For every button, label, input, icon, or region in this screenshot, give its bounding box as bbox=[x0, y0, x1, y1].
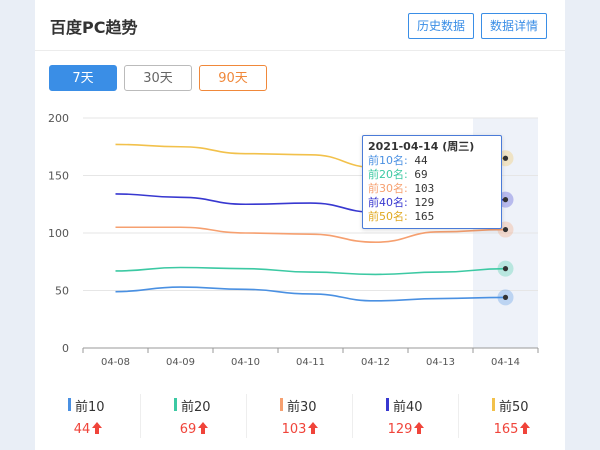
tooltip-value: 129 bbox=[414, 196, 435, 209]
series-line-2 bbox=[115, 266, 506, 276]
legend-value-number: 103 bbox=[281, 422, 307, 437]
highlight-point bbox=[502, 294, 509, 300]
arrow-up-icon bbox=[90, 422, 103, 437]
tooltip-date: 2021-04-14 (周三) bbox=[368, 140, 475, 153]
x-tick-label: 04-11 bbox=[296, 357, 325, 368]
x-tick-label: 04-13 bbox=[426, 357, 455, 368]
legend-color-bar bbox=[386, 398, 389, 411]
tooltip-row-top40: 前40名: 129 bbox=[368, 196, 496, 210]
y-tick-label: 100 bbox=[48, 227, 69, 240]
legend-item-top20[interactable]: 前20 69 bbox=[141, 388, 247, 448]
tooltip-row-top20: 前20名: 69 bbox=[368, 168, 496, 182]
arrow-up-icon bbox=[306, 422, 319, 437]
card-header: 百度PC趋势 历史数据 数据详情 bbox=[35, 0, 565, 51]
tooltip-label: 前20名: bbox=[368, 168, 408, 181]
legend-divider bbox=[140, 394, 141, 438]
highlight-point bbox=[502, 266, 509, 272]
legend-divider bbox=[458, 394, 459, 438]
y-tick-label: 0 bbox=[62, 342, 69, 355]
range-30-days-button[interactable]: 30天 bbox=[124, 65, 192, 91]
x-tick-label: 04-14 bbox=[491, 357, 520, 368]
legend-name: 前50 bbox=[499, 400, 529, 415]
series-line-3 bbox=[115, 226, 506, 244]
legend-item-top30[interactable]: 前30 103 bbox=[247, 388, 353, 448]
legend-name: 前10 bbox=[75, 400, 105, 415]
legend-color-bar bbox=[174, 398, 177, 411]
legend-item-top10[interactable]: 前10 44 bbox=[35, 388, 141, 448]
tooltip-value: 103 bbox=[414, 182, 435, 195]
legend-item-top40[interactable]: 前40 129 bbox=[353, 388, 459, 448]
range-90-days-button[interactable]: 90天 bbox=[199, 65, 267, 91]
legend-divider bbox=[246, 394, 247, 438]
tooltip-row-top10: 前10名: 44 bbox=[368, 154, 496, 168]
legend-color-bar bbox=[68, 398, 71, 411]
legend-divider bbox=[352, 394, 353, 438]
legend-value-number: 69 bbox=[179, 422, 197, 437]
tooltip-value: 165 bbox=[414, 210, 435, 223]
x-tick-label: 04-09 bbox=[166, 357, 195, 368]
legend-value: 129 bbox=[353, 422, 459, 437]
tooltip-label: 前40名: bbox=[368, 196, 408, 209]
highlight-point bbox=[502, 155, 509, 161]
tooltip-label: 前30名: bbox=[368, 182, 408, 195]
trend-line-chart[interactable]: 200 150 100 50 0 04-08 04-09 04-10 04-11 04-12 04-… bbox=[35, 100, 565, 375]
data-detail-button[interactable]: 数据详情 bbox=[481, 13, 548, 39]
legend-value-number: 165 bbox=[493, 422, 519, 437]
legend-name: 前40 bbox=[393, 400, 423, 415]
tooltip-label: 前10名: bbox=[368, 154, 408, 167]
highlight-point bbox=[502, 197, 509, 203]
legend-item-top50[interactable]: 前50 165 bbox=[459, 388, 565, 448]
range-7-days-button[interactable]: 7天 bbox=[49, 65, 117, 91]
y-tick-label: 200 bbox=[48, 112, 69, 125]
series-line-1 bbox=[115, 286, 506, 302]
tooltip-value: 69 bbox=[414, 168, 428, 181]
legend-value-number: 44 bbox=[73, 422, 91, 437]
arrow-up-icon bbox=[412, 422, 425, 437]
legend-color-bar bbox=[492, 398, 495, 411]
baidu-pc-trend-card: 百度PC趋势 历史数据 数据详情 7天 30天 90天 200 150 100 50 0… bbox=[35, 0, 565, 450]
legend-value: 44 bbox=[35, 422, 141, 437]
highlight-point bbox=[502, 226, 509, 233]
x-tick-label: 04-12 bbox=[361, 357, 390, 368]
legend-value: 69 bbox=[141, 422, 247, 437]
legend-name: 前20 bbox=[181, 400, 211, 415]
arrow-up-icon bbox=[518, 422, 531, 437]
y-tick-label: 150 bbox=[48, 170, 69, 183]
card-title: 百度PC趋势 bbox=[50, 18, 138, 37]
tooltip-row-top50: 前50名: 165 bbox=[368, 210, 496, 224]
history-data-button[interactable]: 历史数据 bbox=[408, 13, 475, 39]
legend-value-number: 129 bbox=[387, 422, 413, 437]
legend-color-bar bbox=[280, 398, 283, 411]
y-tick-label: 50 bbox=[55, 285, 69, 298]
tooltip-row-top30: 前30名: 103 bbox=[368, 182, 496, 196]
x-tick-label: 04-10 bbox=[231, 357, 260, 368]
tooltip-label: 前50名: bbox=[368, 210, 408, 223]
x-tick-label: 04-08 bbox=[101, 357, 130, 368]
legend-value: 165 bbox=[459, 422, 565, 437]
summary-legend: 前10 44 前20 69 前30 103 前40 129 前50 165 bbox=[35, 388, 565, 448]
arrow-up-icon bbox=[196, 422, 209, 437]
legend-name: 前30 bbox=[287, 400, 317, 415]
tooltip-value: 44 bbox=[414, 154, 428, 167]
chart-tooltip: 2021-04-14 (周三) 前10名: 44 前20名: 69 前30名: … bbox=[362, 135, 502, 229]
legend-value: 103 bbox=[247, 422, 353, 437]
